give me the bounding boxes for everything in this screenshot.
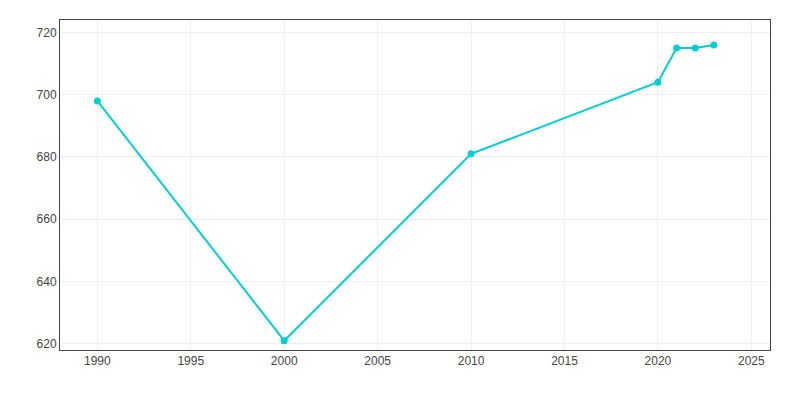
svg-text:2010: 2010	[458, 354, 485, 368]
svg-text:2025: 2025	[738, 354, 765, 368]
svg-text:660: 660	[37, 212, 57, 226]
svg-text:1995: 1995	[177, 354, 204, 368]
svg-text:1990: 1990	[84, 354, 111, 368]
svg-text:2015: 2015	[551, 354, 578, 368]
svg-text:620: 620	[37, 337, 57, 351]
svg-text:720: 720	[37, 26, 57, 40]
svg-text:680: 680	[37, 150, 57, 164]
svg-text:2005: 2005	[364, 354, 391, 368]
svg-text:2000: 2000	[271, 354, 298, 368]
svg-text:640: 640	[37, 275, 57, 289]
svg-text:700: 700	[37, 88, 57, 102]
svg-text:2020: 2020	[645, 354, 672, 368]
